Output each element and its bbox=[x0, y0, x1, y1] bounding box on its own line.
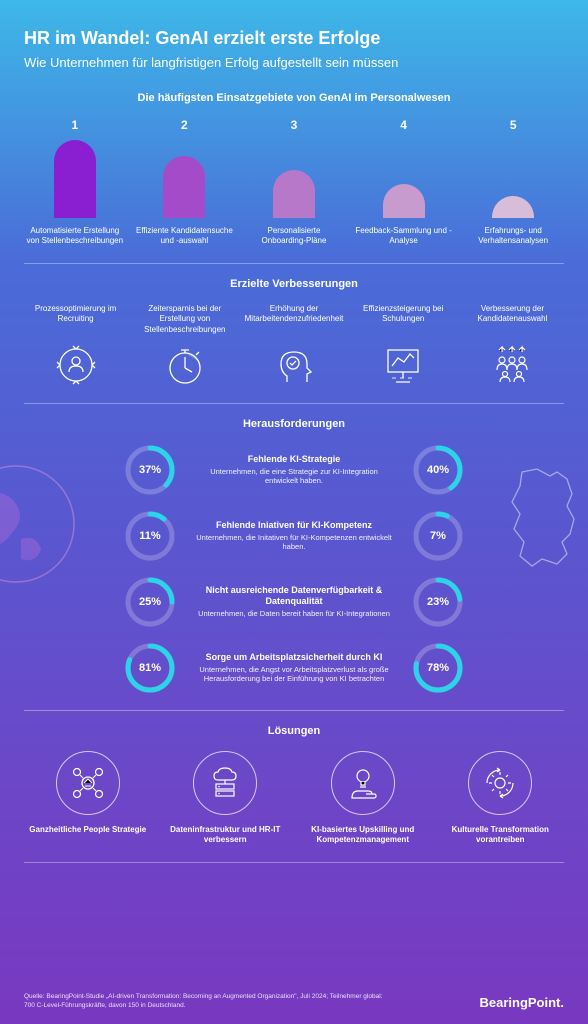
donut-right: 23% bbox=[412, 576, 464, 628]
improvements-title: Erzielte Verbesserungen bbox=[24, 278, 564, 290]
improvement-item: Erhöhung der Mitarbeitendenzufriedenheit bbox=[242, 304, 345, 387]
source-text: Quelle: BearingPoint-Studie „AI-driven T… bbox=[24, 993, 384, 1010]
donut-left: 37% bbox=[124, 444, 176, 496]
donut-percent: 40% bbox=[427, 464, 449, 476]
donut-percent: 25% bbox=[139, 596, 161, 608]
improvement-label: Effizienzsteigerung bei Schulungen bbox=[352, 304, 455, 334]
people-up-icon bbox=[491, 344, 533, 386]
solution-label: Dateninfrastruktur und HR-IT verbessern bbox=[162, 825, 290, 846]
head-check-icon bbox=[273, 344, 315, 386]
donut-percent: 81% bbox=[139, 662, 161, 674]
solution-label: Ganzheitliche People Strategie bbox=[29, 825, 146, 835]
bar-shape bbox=[163, 156, 205, 218]
challenge-title: Fehlende KI-Strategie bbox=[194, 454, 394, 465]
use-case-bar: 1 Automatisierte Erstellung von Stellenb… bbox=[24, 118, 126, 247]
donut-percent: 78% bbox=[427, 662, 449, 674]
bar-shape bbox=[273, 170, 315, 218]
globe-icon bbox=[0, 464, 86, 584]
stopwatch-icon bbox=[164, 345, 206, 387]
donut-percent: 11% bbox=[139, 530, 160, 542]
challenge-desc: Unternehmen, die Initativen für KI-Kompe… bbox=[194, 533, 394, 553]
improvement-item: Verbesserung der Kandidatenauswahl bbox=[461, 304, 564, 387]
challenge-row: 81% Sorge um Arbeitsplatzsicherheit durc… bbox=[44, 642, 544, 694]
bar-shape bbox=[492, 196, 534, 218]
improvement-item: Prozessoptimierung im Recruiting bbox=[24, 304, 127, 387]
improvement-item: Zeitersparnis bei der Erstellung von Ste… bbox=[133, 304, 236, 387]
challenge-desc: Unternehmen, die eine Strategie zur KI-I… bbox=[194, 467, 394, 487]
improvement-label: Prozessoptimierung im Recruiting bbox=[24, 304, 127, 334]
divider bbox=[24, 263, 564, 264]
use-cases-chart: 1 Automatisierte Erstellung von Stellenb… bbox=[24, 118, 564, 247]
improvement-label: Verbesserung der Kandidatenauswahl bbox=[461, 304, 564, 334]
bar-shape bbox=[383, 184, 425, 218]
improvements-row: Prozessoptimierung im Recruiting Zeiters… bbox=[24, 304, 564, 387]
gear-cycle-icon bbox=[483, 766, 517, 800]
challenge-row: 11% Fehlende Iniativen für KI-Kompetenz … bbox=[44, 510, 544, 562]
challenge-desc: Unternehmen, die Angst vor Arbeitsplatzv… bbox=[194, 665, 394, 685]
solutions-row: Ganzheitliche People Strategie Dateninfr… bbox=[24, 751, 564, 846]
hand-bulb-icon bbox=[346, 766, 380, 800]
cycle-person-icon bbox=[55, 344, 97, 386]
divider bbox=[24, 710, 564, 711]
solution-item: Dateninfrastruktur und HR-IT verbessern bbox=[162, 751, 290, 846]
page-subtitle: Wie Unternehmen für langfristigen Erfolg… bbox=[24, 55, 564, 70]
improvement-label: Erhöhung der Mitarbeitendenzufriedenheit bbox=[242, 304, 345, 334]
bar-shape bbox=[54, 140, 96, 218]
bar-label: Effiziente Kandidatensuche und -auswahl bbox=[134, 226, 236, 247]
divider bbox=[24, 403, 564, 404]
donut-right: 78% bbox=[412, 642, 464, 694]
bar-label: Automatisierte Erstellung von Stellenbes… bbox=[24, 226, 126, 247]
challenge-title: Sorge um Arbeitsplatzsicherheit durch KI bbox=[194, 652, 394, 663]
bar-label: Erfahrungs- und Verhaltensanalysen bbox=[462, 226, 564, 247]
donut-left: 11% bbox=[124, 510, 176, 562]
challenge-desc: Unternehmen, die Daten bereit haben für … bbox=[194, 609, 394, 619]
bar-rank: 3 bbox=[291, 118, 298, 132]
donut-left: 81% bbox=[124, 642, 176, 694]
improvement-label: Zeitersparnis bei der Erstellung von Ste… bbox=[133, 304, 236, 335]
solution-circle bbox=[468, 751, 532, 815]
solutions-title: Lösungen bbox=[24, 725, 564, 737]
divider bbox=[24, 862, 564, 863]
bar-label: Personalisierte Onboarding-Pläne bbox=[243, 226, 345, 247]
brand-logo: BearingPoint. bbox=[479, 995, 564, 1010]
use-cases-title: Die häufigsten Einsatzgebiete von GenAI … bbox=[24, 92, 564, 104]
challenge-title: Nicht ausreichende Datenverfügbarkeit & … bbox=[194, 585, 394, 607]
bar-rank: 2 bbox=[181, 118, 188, 132]
donut-right: 40% bbox=[412, 444, 464, 496]
donut-right: 7% bbox=[412, 510, 464, 562]
challenge-row: 25% Nicht ausreichende Datenverfügbarkei… bbox=[44, 576, 544, 628]
bar-rank: 1 bbox=[71, 118, 78, 132]
use-case-bar: 2 Effiziente Kandidatensuche und -auswah… bbox=[134, 118, 236, 247]
challenges-section: 37% Fehlende KI-Strategie Unternehmen, d… bbox=[24, 444, 564, 694]
bar-rank: 4 bbox=[400, 118, 407, 132]
use-case-bar: 5 Erfahrungs- und Verhaltensanalysen bbox=[462, 118, 564, 247]
donut-left: 25% bbox=[124, 576, 176, 628]
chart-board-icon bbox=[382, 344, 424, 386]
use-case-bar: 3 Personalisierte Onboarding-Pläne bbox=[243, 118, 345, 247]
solution-circle bbox=[56, 751, 120, 815]
page-title: HR im Wandel: GenAI erzielt erste Erfolg… bbox=[24, 28, 564, 49]
solution-circle bbox=[193, 751, 257, 815]
bar-rank: 5 bbox=[510, 118, 517, 132]
donut-percent: 7% bbox=[430, 530, 446, 542]
challenge-title: Fehlende Iniativen für KI-Kompetenz bbox=[194, 520, 394, 531]
challenges-title: Herausforderungen bbox=[24, 418, 564, 430]
cloud-server-icon bbox=[208, 766, 242, 800]
solution-circle bbox=[331, 751, 395, 815]
solution-item: Ganzheitliche People Strategie bbox=[24, 751, 152, 846]
use-case-bar: 4 Feedback-Sammlung und -Analyse bbox=[353, 118, 455, 247]
solution-item: Kulturelle Transformation vorantreiben bbox=[437, 751, 565, 846]
network-people-icon bbox=[71, 766, 105, 800]
improvement-item: Effizienzsteigerung bei Schulungen bbox=[352, 304, 455, 387]
donut-percent: 23% bbox=[427, 596, 449, 608]
bar-label: Feedback-Sammlung und -Analyse bbox=[353, 226, 455, 247]
solution-label: KI-basiertes Upskilling und Kompetenzman… bbox=[299, 825, 427, 846]
solution-label: Kulturelle Transformation vorantreiben bbox=[437, 825, 565, 846]
solution-item: KI-basiertes Upskilling und Kompetenzman… bbox=[299, 751, 427, 846]
donut-percent: 37% bbox=[139, 464, 161, 476]
challenge-row: 37% Fehlende KI-Strategie Unternehmen, d… bbox=[44, 444, 544, 496]
germany-map-icon bbox=[502, 464, 582, 574]
